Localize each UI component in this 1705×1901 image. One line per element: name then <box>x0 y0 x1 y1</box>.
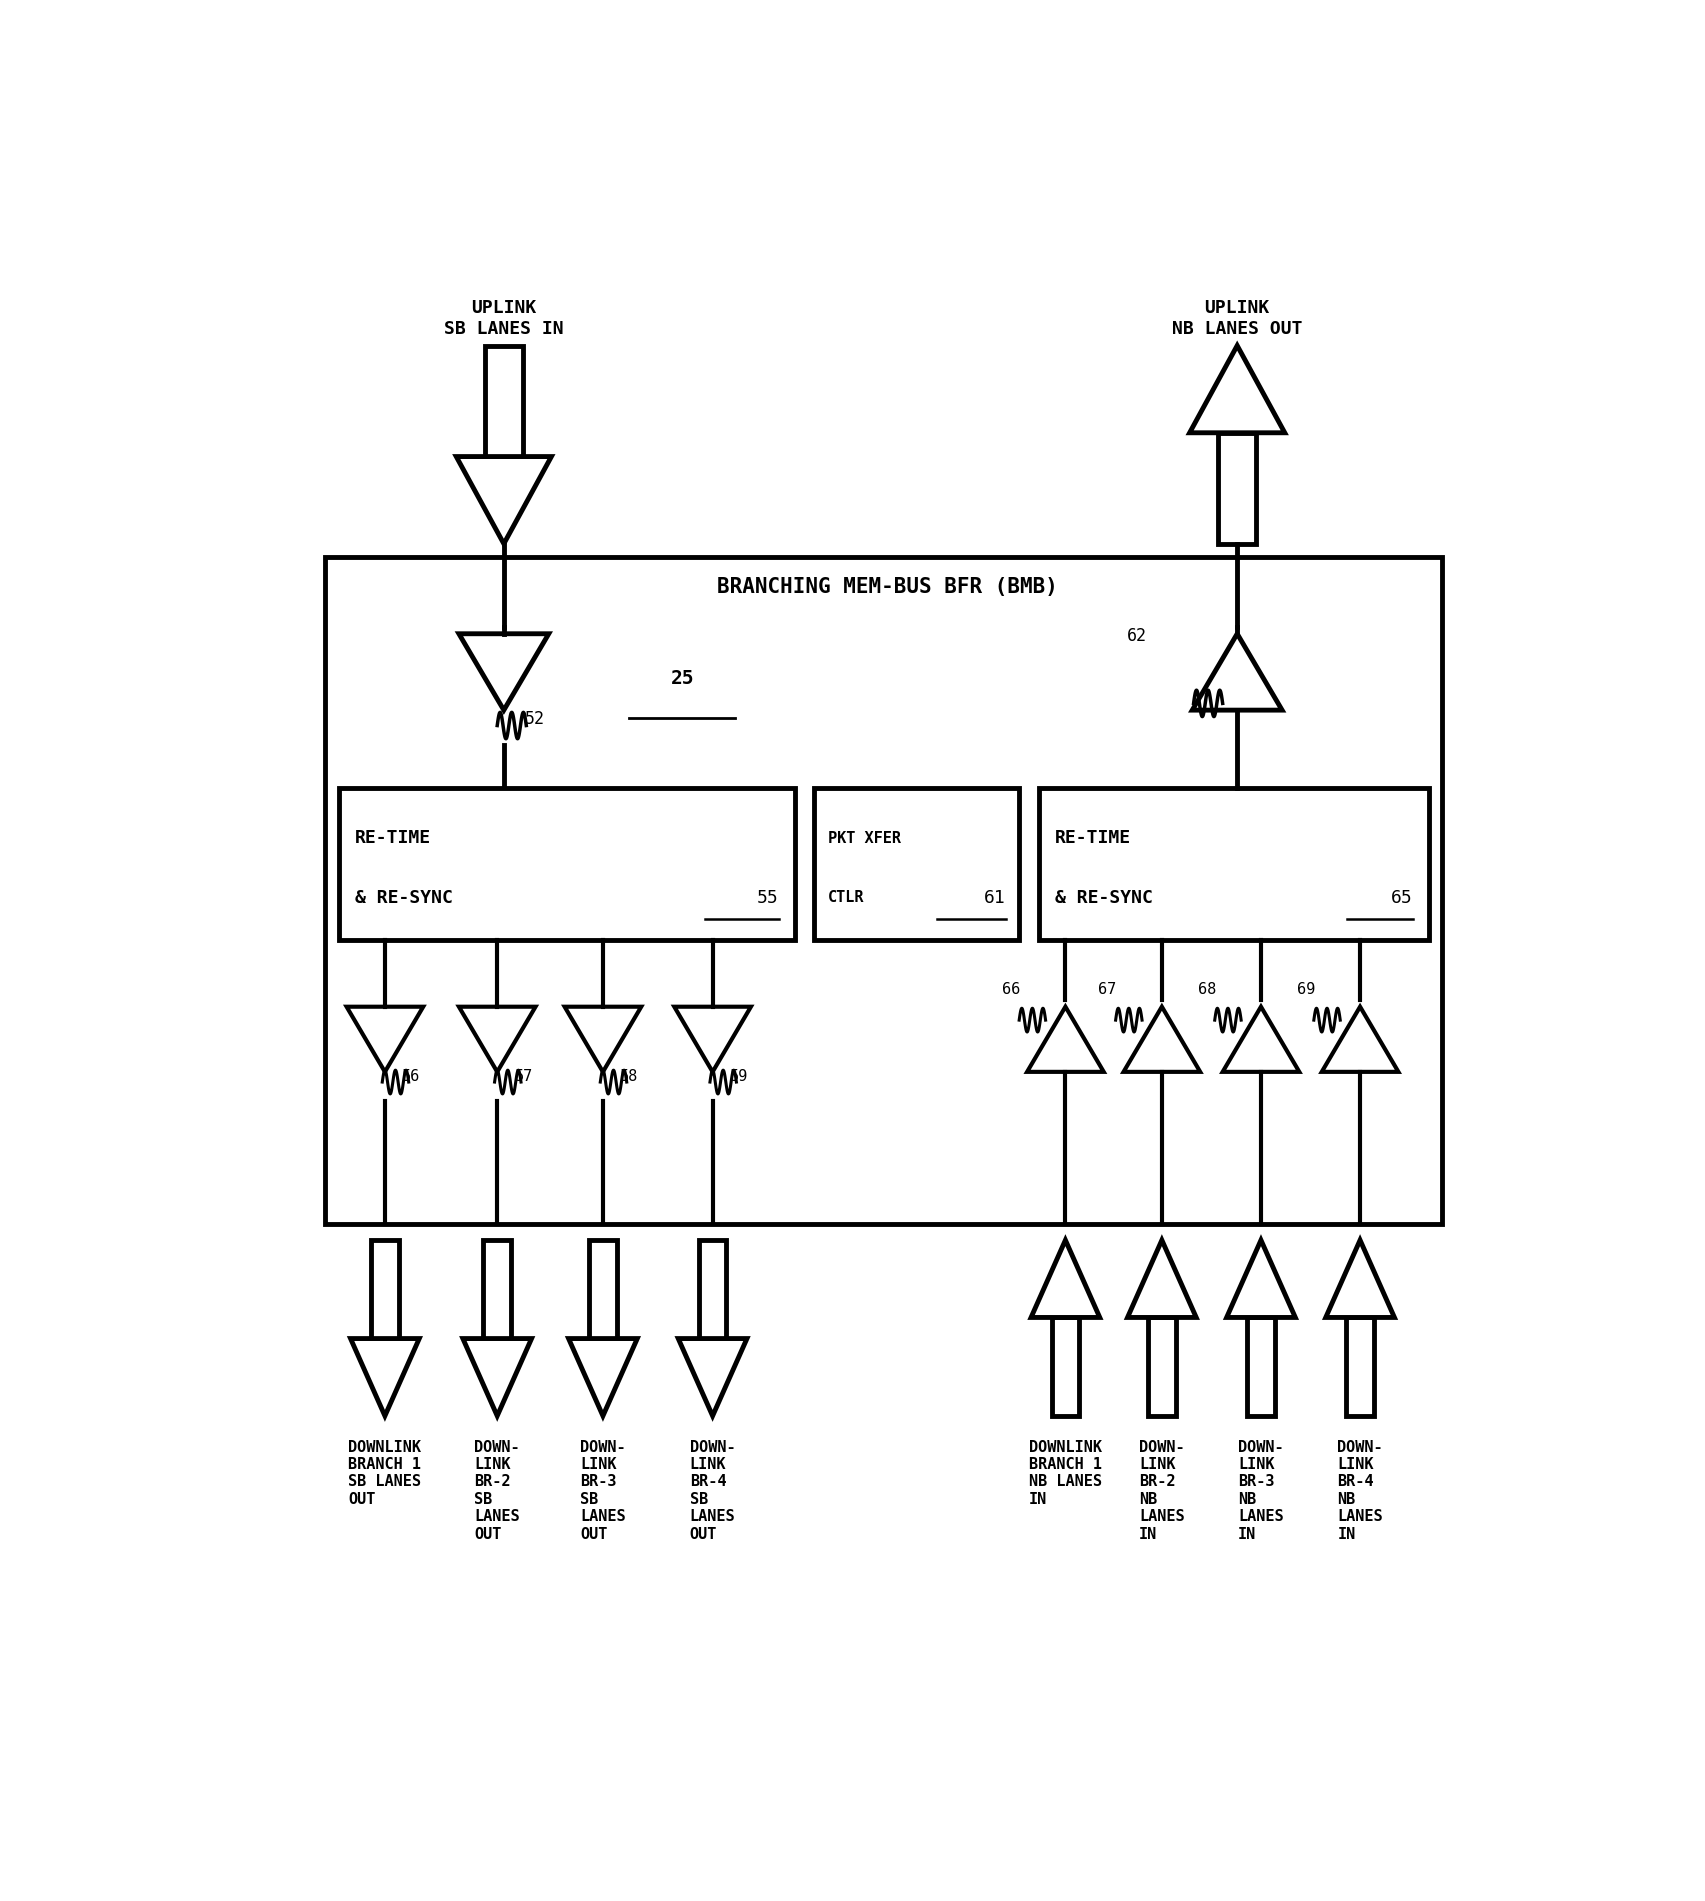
Text: 65: 65 <box>1391 888 1413 907</box>
Polygon shape <box>1124 1008 1200 1072</box>
Bar <box>326 557 1442 1224</box>
Polygon shape <box>459 1008 535 1072</box>
Text: 58: 58 <box>621 1068 638 1084</box>
Text: 61: 61 <box>984 888 1006 907</box>
Text: CTLR: CTLR <box>827 890 864 905</box>
Bar <box>815 789 1020 941</box>
Polygon shape <box>1321 1008 1398 1072</box>
Text: DOWN-
LINK
BR-4
NB
LANES
IN: DOWN- LINK BR-4 NB LANES IN <box>1337 1439 1383 1542</box>
Bar <box>1038 789 1429 941</box>
Polygon shape <box>484 346 523 456</box>
Text: 56: 56 <box>402 1068 421 1084</box>
Text: DOWN-
LINK
BR-3
SB
LANES
OUT: DOWN- LINK BR-3 SB LANES OUT <box>580 1439 626 1542</box>
Polygon shape <box>1217 433 1257 544</box>
Text: DOWN-
LINK
BR-3
NB
LANES
IN: DOWN- LINK BR-3 NB LANES IN <box>1238 1439 1284 1542</box>
Text: RE-TIME: RE-TIME <box>1055 829 1130 848</box>
Text: UPLINK
NB LANES OUT: UPLINK NB LANES OUT <box>1171 298 1303 338</box>
Polygon shape <box>1052 1317 1079 1416</box>
Polygon shape <box>1248 1317 1275 1416</box>
Polygon shape <box>457 456 551 544</box>
Polygon shape <box>699 1239 726 1338</box>
Text: DOWN-
LINK
BR-2
SB
LANES
OUT: DOWN- LINK BR-2 SB LANES OUT <box>474 1439 520 1542</box>
Polygon shape <box>568 1338 638 1416</box>
Bar <box>339 789 795 941</box>
Polygon shape <box>673 1008 750 1072</box>
Text: 52: 52 <box>525 709 546 728</box>
Polygon shape <box>1026 1008 1103 1072</box>
Text: DOWNLINK
BRANCH 1
NB LANES
IN: DOWNLINK BRANCH 1 NB LANES IN <box>1028 1439 1101 1507</box>
Text: BRANCHING MEM-BUS BFR (BMB): BRANCHING MEM-BUS BFR (BMB) <box>716 578 1057 597</box>
Text: 68: 68 <box>1197 983 1216 998</box>
Text: DOWNLINK
BRANCH 1
SB LANES
OUT: DOWNLINK BRANCH 1 SB LANES OUT <box>348 1439 421 1507</box>
Text: & RE-SYNC: & RE-SYNC <box>355 888 452 907</box>
Polygon shape <box>1347 1317 1374 1416</box>
Polygon shape <box>1190 346 1286 433</box>
Text: & RE-SYNC: & RE-SYNC <box>1055 888 1153 907</box>
Polygon shape <box>590 1239 617 1338</box>
Polygon shape <box>564 1008 641 1072</box>
Polygon shape <box>484 1239 512 1338</box>
Polygon shape <box>459 633 549 711</box>
Polygon shape <box>462 1338 532 1416</box>
Polygon shape <box>1192 633 1282 711</box>
Polygon shape <box>1147 1317 1176 1416</box>
Text: 62: 62 <box>1127 627 1147 644</box>
Polygon shape <box>372 1239 399 1338</box>
Polygon shape <box>1226 1239 1296 1317</box>
Text: DOWN-
LINK
BR-2
NB
LANES
IN: DOWN- LINK BR-2 NB LANES IN <box>1139 1439 1185 1542</box>
Polygon shape <box>351 1338 419 1416</box>
Polygon shape <box>1127 1239 1197 1317</box>
Text: 55: 55 <box>757 888 779 907</box>
Polygon shape <box>1326 1239 1395 1317</box>
Polygon shape <box>346 1008 423 1072</box>
Polygon shape <box>679 1338 747 1416</box>
Polygon shape <box>1222 1008 1299 1072</box>
Polygon shape <box>1032 1239 1100 1317</box>
Text: RE-TIME: RE-TIME <box>355 829 431 848</box>
Text: 66: 66 <box>1003 983 1020 998</box>
Text: PKT XFER: PKT XFER <box>827 831 900 846</box>
Text: 25: 25 <box>670 669 694 688</box>
Text: 57: 57 <box>515 1068 532 1084</box>
Text: UPLINK
SB LANES IN: UPLINK SB LANES IN <box>443 298 564 338</box>
Text: 69: 69 <box>1296 983 1315 998</box>
Text: DOWN-
LINK
BR-4
SB
LANES
OUT: DOWN- LINK BR-4 SB LANES OUT <box>691 1439 735 1542</box>
Text: 59: 59 <box>730 1068 748 1084</box>
Text: 67: 67 <box>1098 983 1117 998</box>
